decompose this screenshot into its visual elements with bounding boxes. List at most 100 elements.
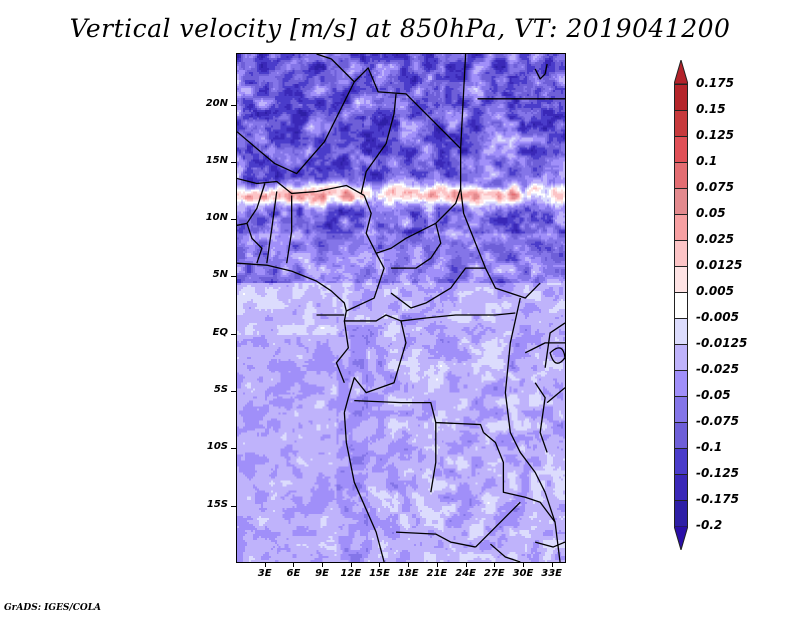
lon-tick [293, 563, 295, 567]
border-line [459, 188, 541, 299]
lon-tick [494, 563, 496, 567]
lat-tick [231, 505, 236, 507]
figure-title: Vertical velocity [m/s] at 850hPa, VT: 2… [69, 14, 731, 43]
border-line [534, 63, 548, 80]
lon-tick-label: 12E [340, 568, 362, 579]
colorbar-swatch [674, 188, 688, 215]
lat-tick [231, 219, 236, 221]
colorbar-swatch [674, 448, 688, 475]
lat-tick-label: 20N [205, 97, 228, 109]
colorbar-label: -0.075 [696, 414, 739, 428]
colorbar-swatch [674, 422, 688, 449]
lon-tick [465, 563, 467, 567]
border-line [504, 297, 546, 493]
colorbar-label: 0.0125 [696, 258, 743, 272]
colorbar-upper-arrow [674, 60, 688, 84]
credit-text: GrADS: IGES/COLA [4, 603, 102, 613]
border-line [237, 183, 266, 226]
lat-tick-label: 5N [212, 269, 228, 281]
lon-tick-label: 9E [315, 568, 329, 579]
colorbar-swatch [674, 266, 688, 293]
border-line [354, 399, 485, 433]
colorbar-swatch [674, 162, 688, 189]
lat-tick-label: 10S [206, 441, 228, 453]
colorbar-swatch [674, 240, 688, 267]
colorbar-swatch [674, 136, 688, 163]
lat-tick-label: 15S [206, 498, 228, 510]
border-line [475, 501, 521, 548]
map-panel [236, 53, 566, 563]
border-line [375, 188, 462, 254]
lon-tick-label: 3E [257, 568, 272, 579]
lon-tick-label: 24E [455, 568, 476, 579]
border-line [343, 310, 407, 413]
border-line [535, 541, 565, 548]
lat-tick [231, 161, 236, 163]
border-line [391, 223, 442, 269]
colorbar-label: 0.005 [696, 284, 734, 298]
lat-tick-label: 15N [205, 154, 228, 166]
colorbar-swatch [674, 292, 688, 319]
lon-tick [522, 563, 524, 567]
lon-tick [264, 563, 266, 567]
colorbar-label: 0.15 [696, 102, 726, 116]
lon-tick [408, 563, 410, 567]
border-line [390, 267, 486, 309]
lon-tick [322, 563, 324, 567]
lat-tick [231, 391, 236, 393]
lat-tick [231, 333, 236, 335]
colorbar-swatch [674, 500, 688, 527]
border-line [524, 342, 565, 354]
colorbar-label: 0.075 [696, 180, 734, 194]
colorbar-swatch [674, 370, 688, 397]
lon-tick-label: 6E [286, 568, 301, 579]
border-line [237, 67, 462, 189]
colorbar-lower-arrow [674, 526, 688, 550]
border-line [343, 412, 385, 562]
colorbar-swatch [674, 84, 688, 111]
border-line [316, 54, 355, 83]
colorbar-label: 0.125 [696, 128, 734, 142]
colorbar-label: -0.2 [696, 518, 723, 532]
border-line [360, 93, 397, 194]
vertical-velocity-field [237, 54, 565, 562]
colorbar-swatch [674, 396, 688, 423]
lon-tick [436, 563, 438, 567]
colorbar-swatch [674, 344, 688, 371]
colorbar-label: -0.175 [696, 492, 739, 506]
lon-tick-label: 15E [369, 568, 390, 579]
lon-tick [379, 563, 381, 567]
lon-tick [551, 563, 553, 567]
border-line [346, 195, 385, 312]
colorbar-swatch [674, 214, 688, 241]
border-line [534, 382, 548, 453]
lon-tick-label: 33E [541, 568, 563, 579]
border-line [266, 191, 278, 264]
lon-tick-label: 30E [512, 568, 534, 579]
country-borders [237, 54, 565, 562]
colorbar-label: 0.025 [696, 232, 734, 246]
border-line [335, 320, 349, 383]
colorbar-swatch [674, 318, 688, 345]
colorbar-label: 0.1 [696, 154, 718, 168]
border-line [546, 387, 565, 404]
colorbar-swatch [674, 110, 688, 137]
border-line [237, 177, 365, 197]
colorbar-label: -0.0125 [696, 336, 748, 350]
lon-tick-label: 21E [426, 568, 448, 579]
colorbar-swatch [674, 474, 688, 501]
border-line [246, 223, 263, 264]
border-line [549, 347, 565, 364]
lon-tick-label: 27E [483, 568, 505, 579]
border-line [286, 195, 293, 264]
lat-tick-label: EQ [212, 326, 228, 338]
border-line [395, 531, 476, 548]
lat-tick [231, 448, 236, 450]
lat-tick [231, 276, 236, 278]
lon-tick-label: 18E [397, 568, 419, 579]
colorbar-label: -0.025 [696, 362, 739, 376]
border-line [544, 322, 565, 368]
border-line [544, 492, 561, 562]
lat-tick-label: 5S [213, 384, 228, 396]
